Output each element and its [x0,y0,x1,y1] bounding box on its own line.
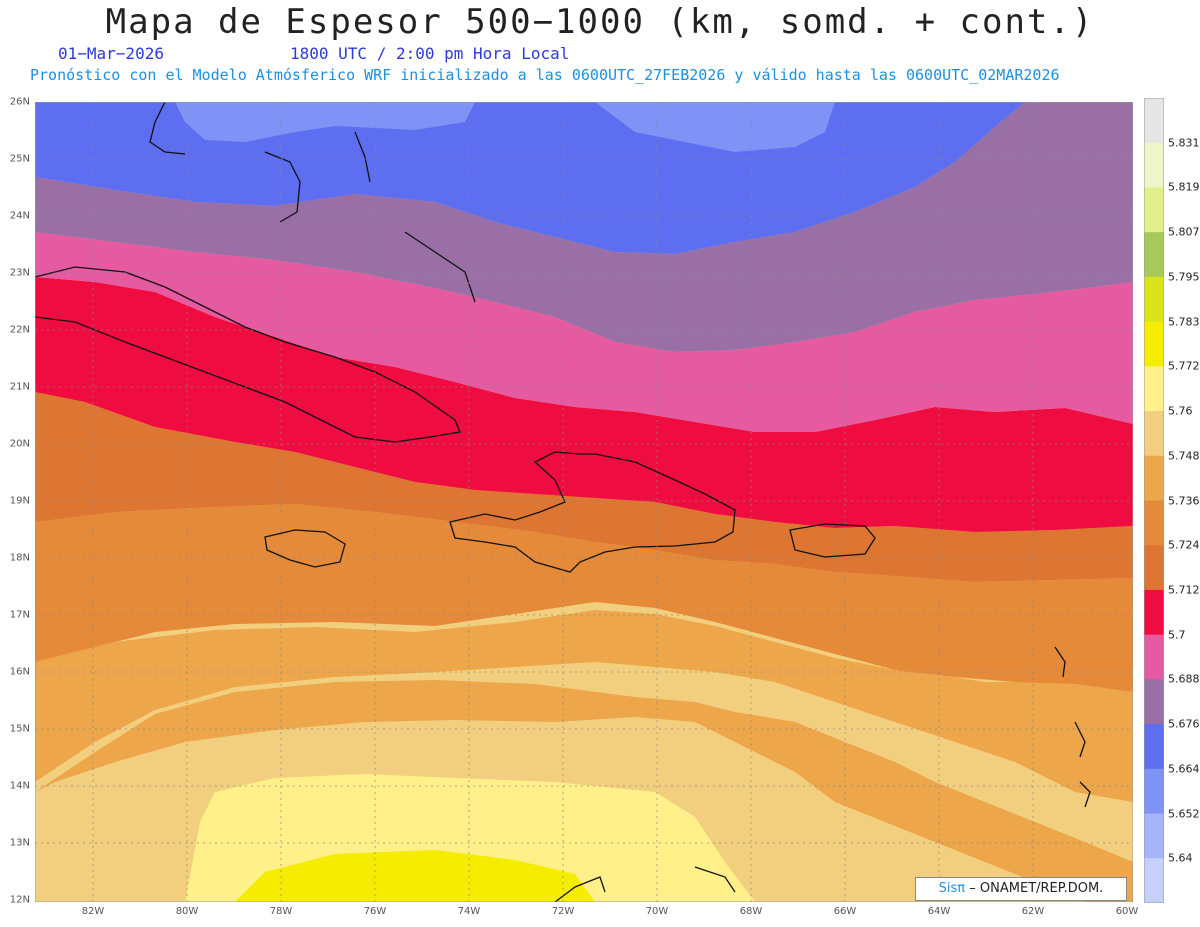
longitude-label: 64W [927,906,951,917]
legend-swatch [1144,187,1164,233]
credit-box: Sisπ – ONAMET/REP.DOM. [915,877,1127,901]
longitude-label: 74W [457,906,481,917]
legend-swatch [1144,545,1164,591]
legend-level: 5.736 [1168,494,1200,507]
legend-swatch [1144,724,1164,770]
band-orange-dark [35,392,1133,582]
latitude-label: 26N [9,96,30,108]
legend-swatch [1144,589,1164,636]
map-title: Mapa de Espesor 500−1000 (km, somd. + co… [105,2,1095,42]
band-orange-light [35,680,1133,902]
latitude-label: 15N [9,723,30,735]
latitude-label: 16N [9,666,30,678]
legend-level: 5.724 [1168,538,1200,552]
latitude-label: 20N [9,438,30,450]
legend-level: 5.748 [1168,449,1200,463]
legend-swatch [1144,142,1164,188]
legend-swatch [1144,455,1164,501]
latitude-label: 13N [9,837,30,849]
credit-text: – ONAMET/REP.DOM. [969,881,1104,896]
legend-swatch [1144,411,1164,457]
legend-level: 5.7 [1168,628,1186,642]
band-pink [35,232,1133,432]
legend-swatch [1144,679,1164,725]
longitude-label: 70W [645,906,669,917]
legend-swatch [1144,276,1164,323]
legend-level: 5.64 [1168,851,1193,865]
legend-swatch [1144,321,1164,367]
latitude-label: 19N [9,495,30,507]
latitude-label: 18N [9,552,30,564]
band-red [35,277,1133,532]
legend-swatch [1144,634,1164,680]
legend-swatch [1144,232,1164,278]
band-orange [35,504,1133,692]
band-blue-light [175,102,475,142]
legend-level: 5.819 [1168,180,1200,194]
latitude-label: 22N [9,324,30,336]
legend-level: 5.676 [1168,717,1200,731]
legend-level: 5.807 [1168,225,1200,239]
legend-swatch [1144,500,1164,546]
latitude-label: 17N [9,609,30,621]
longitude-label: 76W [363,906,387,917]
legend-swatch [1144,366,1164,412]
forecast-info: Pronóstico con el Modelo Atmósferico WRF… [30,66,1060,84]
legend-swatch [1144,858,1164,903]
longitude-label: 82W [81,906,105,917]
latitude-label: 24N [9,210,30,222]
latitude-label: 12N [9,894,30,906]
legend-swatch [1144,813,1164,859]
longitude-label: 78W [269,906,293,917]
legend-level: 5.76 [1168,404,1193,418]
thickness-map [35,102,1133,902]
legend-level: 5.664 [1168,762,1200,776]
date-label: 01−Mar−2026 [58,44,164,63]
legend-level: 5.831 [1168,136,1200,150]
band-purple [35,102,1133,352]
longitude-label: 68W [739,906,763,917]
latitude-label: 14N [9,780,30,792]
legend-swatch [1144,768,1164,815]
credit-brand: Sisπ [938,881,966,896]
longitude-label: 60W [1115,906,1139,917]
latitude-label: 25N [9,153,30,165]
color-legend [1144,98,1164,903]
legend-level: 5.783 [1168,315,1200,329]
legend-level: 5.652 [1168,807,1200,821]
legend-level: 5.688 [1168,672,1200,686]
latitude-label: 23N [9,267,30,279]
longitude-label: 72W [551,906,575,917]
band-blue-light-east [595,102,835,152]
band-orange-light-upper [35,610,1133,802]
longitude-label: 66W [833,906,857,917]
longitude-label: 62W [1021,906,1045,917]
legend-level: 5.772 [1168,359,1200,373]
legend-level: 5.712 [1168,583,1200,597]
legend-level: 5.795 [1168,270,1200,284]
legend-swatch [1144,98,1164,144]
grid [35,102,1133,902]
longitude-label: 80W [175,906,199,917]
latitude-label: 21N [9,381,30,393]
time-label: 1800 UTC / 2:00 pm Hora Local [290,44,570,63]
band-yellow [235,850,595,902]
